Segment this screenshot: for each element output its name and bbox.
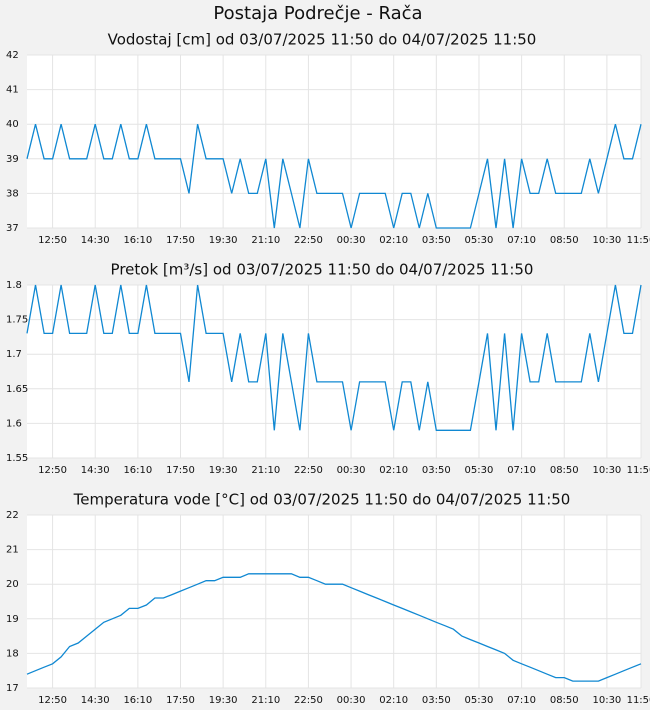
y-tick-label: 18 [6,648,19,659]
x-tick-label: 07:10 [507,695,536,706]
x-tick-label: 00:30 [337,235,366,246]
x-tick-label: 17:50 [166,235,195,246]
data-line [26,124,642,229]
x-tick-label: 05:30 [465,235,494,246]
x-tick-label: 16:10 [123,235,152,246]
x-tick-label: 05:30 [465,465,494,476]
data-line [26,573,642,682]
x-tick-label: 03:50 [422,695,451,706]
x-tick-label: 17:50 [166,695,195,706]
x-tick-label: 00:30 [337,465,366,476]
x-tick-label: 10:30 [592,465,621,476]
x-tick-label: 07:10 [507,235,536,246]
x-tick-label: 08:50 [550,235,579,246]
y-tick-label: 1.65 [6,384,28,395]
x-tick-label: 21:10 [251,695,280,706]
y-tick-label: 41 [6,85,19,96]
x-tick-label: 08:50 [550,465,579,476]
y-tick-label: 19 [6,614,19,625]
plot-area [27,285,641,458]
y-tick-label: 39 [6,154,19,165]
x-tick-label: 19:30 [209,235,238,246]
x-tick-label: 05:30 [465,695,494,706]
x-tick-label: 14:30 [81,235,110,246]
x-tick-label: 22:50 [294,235,323,246]
x-tick-label: 03:50 [422,465,451,476]
x-tick-label: 19:30 [209,465,238,476]
x-tick-label: 11:50 [627,235,650,246]
chart-title: Pretok [m³/s] od 03/07/2025 11:50 do 04/… [111,261,534,279]
chart-title: Temperatura vode [°C] od 03/07/2025 11:5… [73,491,571,509]
x-tick-label: 08:50 [550,695,579,706]
x-tick-label: 12:50 [38,465,67,476]
y-tick-label: 37 [6,223,19,234]
x-tick-label: 10:30 [592,695,621,706]
x-tick-label: 03:50 [422,235,451,246]
y-tick-label: 20 [6,579,19,590]
y-tick-label: 1.75 [6,315,28,326]
chart-title: Vodostaj [cm] od 03/07/2025 11:50 do 04/… [108,31,537,49]
x-tick-label: 12:50 [38,235,67,246]
plot-area [27,515,641,688]
x-tick-label: 17:50 [166,465,195,476]
x-tick-label: 22:50 [294,465,323,476]
x-tick-label: 14:30 [81,695,110,706]
x-tick-label: 14:30 [81,465,110,476]
y-tick-label: 1.7 [6,349,22,360]
plot-area [27,55,641,228]
x-tick-label: 11:50 [627,465,650,476]
x-tick-label: 16:10 [123,695,152,706]
y-tick-label: 42 [6,50,19,61]
y-tick-label: 40 [6,119,19,130]
data-line [26,284,642,431]
x-tick-label: 22:50 [294,695,323,706]
y-tick-label: 1.55 [6,453,28,464]
x-tick-label: 21:10 [251,465,280,476]
x-tick-label: 21:10 [251,235,280,246]
y-tick-label: 21 [6,545,19,556]
x-tick-label: 11:50 [627,695,650,706]
y-tick-label: 38 [6,188,19,199]
y-tick-label: 17 [6,683,19,694]
x-tick-label: 10:30 [592,235,621,246]
y-tick-label: 1.6 [6,418,22,429]
page-title: Postaja Podrečje - Rača [213,3,422,24]
x-tick-label: 02:10 [379,465,408,476]
y-tick-label: 22 [6,510,19,521]
y-tick-label: 1.8 [6,280,22,291]
x-tick-label: 07:10 [507,465,536,476]
x-tick-label: 19:30 [209,695,238,706]
x-tick-label: 16:10 [123,465,152,476]
x-tick-label: 12:50 [38,695,67,706]
x-tick-label: 02:10 [379,235,408,246]
x-tick-label: 00:30 [337,695,366,706]
x-tick-label: 02:10 [379,695,408,706]
